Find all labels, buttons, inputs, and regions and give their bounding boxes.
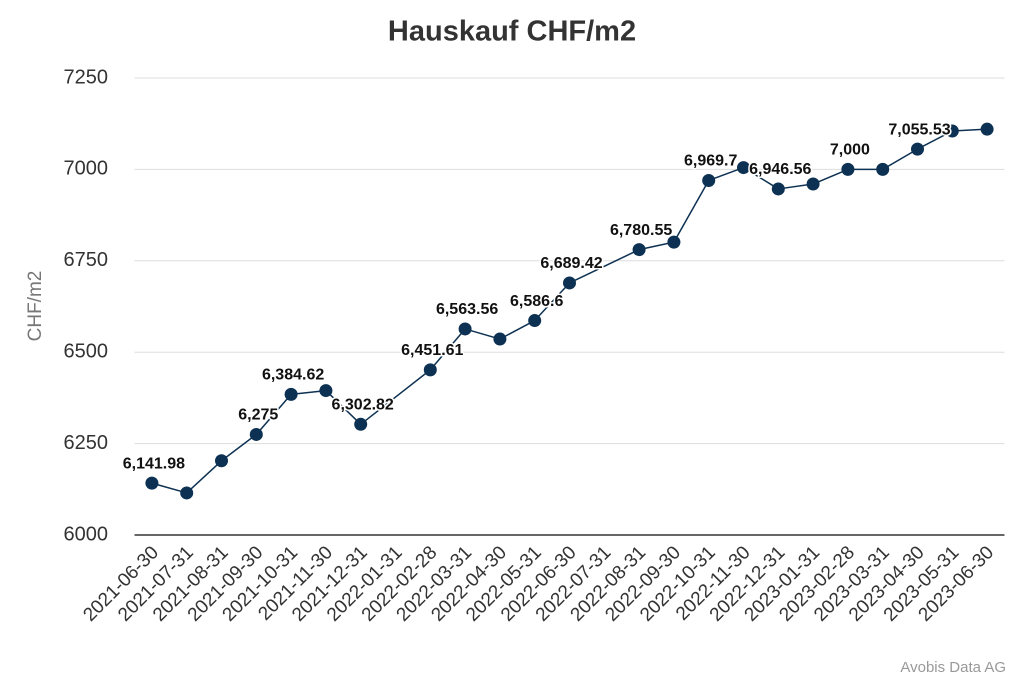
y-tick-label: 6250: [64, 432, 109, 454]
point: [980, 122, 994, 136]
line-segment: [429, 328, 466, 371]
point: [458, 322, 472, 336]
line-segment: [499, 319, 536, 340]
point: [667, 235, 681, 249]
data-label: 7,000: [830, 142, 870, 159]
y-axis-label: CHF/m2: [25, 271, 46, 342]
point: [702, 173, 716, 187]
point: [632, 243, 646, 257]
y-tick-label: 6000: [64, 523, 109, 545]
point: [284, 387, 298, 401]
data-label: 6,302.82: [332, 397, 394, 414]
point: [145, 476, 159, 490]
point: [215, 454, 228, 468]
point: [841, 162, 855, 176]
point: [528, 314, 542, 328]
point: [563, 276, 576, 290]
data-label: 6,563.56: [436, 301, 498, 318]
line-segment: [325, 390, 362, 425]
data-label: 6,451.61: [401, 342, 463, 359]
data-label: 6,969.7: [684, 153, 737, 170]
point: [945, 124, 959, 138]
line-segment: [743, 166, 779, 190]
data-label: 6,946.56: [749, 161, 811, 178]
y-tick-label: 7000: [64, 158, 109, 180]
line-segment: [917, 130, 953, 150]
y-tick-label: 6750: [64, 249, 109, 271]
point: [806, 177, 820, 191]
chart-title: Hauskauf CHF/m2: [388, 16, 636, 48]
source: Avobis Data AG: [900, 659, 1006, 676]
y-tick-label: 7250: [64, 66, 109, 88]
point: [771, 182, 785, 196]
line-segment: [534, 282, 571, 322]
point: [249, 427, 263, 441]
point: [911, 142, 924, 156]
point: [423, 363, 437, 377]
line-segment: [186, 460, 223, 494]
line-segment: [882, 148, 918, 171]
line-segment: [221, 433, 257, 462]
line-segment: [255, 393, 292, 435]
data-label: 6,275: [238, 407, 278, 424]
point: [876, 162, 890, 176]
point: [354, 417, 368, 431]
data-label: 6,141.98: [123, 455, 185, 472]
data-label: 6,384.62: [262, 367, 324, 384]
line-segment: [673, 180, 710, 243]
data-label: 6,689.42: [540, 255, 602, 272]
data-label: 7,055.53: [888, 121, 950, 138]
point: [493, 332, 507, 346]
line-segment: [569, 248, 640, 284]
data-label: 6,586.6: [510, 293, 563, 310]
y-tick-label: 6500: [64, 340, 109, 362]
point: [180, 486, 194, 500]
point: [319, 384, 333, 398]
point: [737, 161, 750, 175]
line-segment: [360, 369, 431, 425]
data-label: 6,780.55: [610, 222, 672, 239]
